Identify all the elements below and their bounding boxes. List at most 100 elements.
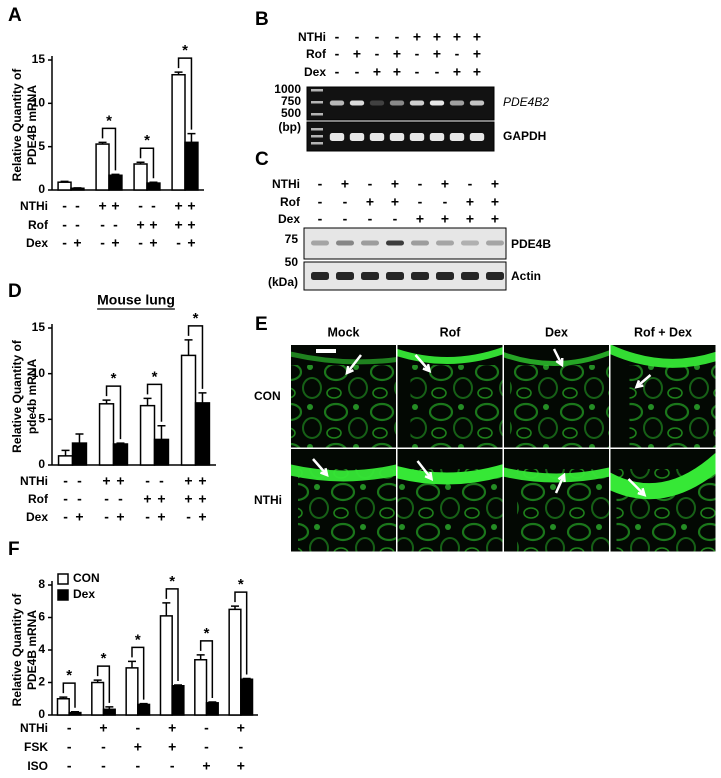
significance-bracket	[131, 646, 145, 700]
condition-sign: +	[187, 235, 195, 251]
blot-band	[449, 100, 465, 106]
error-bar	[59, 696, 68, 699]
condition-sign: -	[138, 198, 143, 214]
significance-star: *	[111, 370, 117, 387]
y-tick-label: 15	[32, 320, 46, 334]
condition-sign: -	[145, 509, 150, 525]
condition-sign: -	[104, 491, 109, 507]
condition-sign: -	[113, 217, 118, 233]
condition-sign: -	[100, 217, 105, 233]
micrograph	[610, 449, 716, 552]
condition-label: Rof	[280, 195, 301, 209]
condition-sign: -	[63, 509, 68, 525]
condition-sign: -	[368, 176, 373, 192]
ladder-band	[311, 101, 323, 104]
micrograph	[610, 345, 716, 448]
condition-sign: +	[466, 211, 474, 227]
condition-sign: -	[75, 217, 80, 233]
condition-sign: +	[198, 509, 206, 525]
bar	[71, 442, 88, 466]
blot-band	[486, 240, 504, 246]
condition-label: Dex	[26, 236, 48, 250]
condition-label: Rof	[28, 492, 49, 506]
blot-band	[461, 240, 479, 246]
y-axis-label: Relative Quantity of	[10, 68, 24, 182]
condition-sign: +	[198, 491, 206, 507]
significance-bracket	[101, 127, 117, 171]
epithelium	[291, 351, 396, 365]
size-unit: (kDa)	[268, 275, 298, 289]
condition-sign: -	[343, 194, 348, 210]
arrow	[416, 460, 434, 482]
legend-label: CON	[73, 571, 100, 585]
condition-label: ISO	[27, 759, 48, 773]
y-tick-label: 2	[38, 675, 45, 689]
panel-letter: B	[255, 9, 269, 30]
condition-sign: -	[135, 720, 140, 736]
significance-bracket	[234, 591, 248, 675]
blot-band	[386, 240, 404, 246]
condition-sign: +	[168, 739, 176, 755]
error-bar	[174, 71, 183, 75]
condition-label: Rof	[28, 218, 49, 232]
error-bar	[162, 602, 171, 616]
condition-sign: -	[118, 491, 123, 507]
column-label: Rof + Dex	[634, 325, 692, 339]
significance-star: *	[182, 42, 188, 59]
condition-sign: +	[174, 198, 182, 214]
size-marker: 500	[281, 106, 301, 120]
blot-band	[436, 272, 454, 280]
panel-letter: F	[8, 539, 20, 560]
condition-sign: +	[202, 758, 210, 774]
condition-sign: -	[375, 29, 380, 45]
column-label: Mock	[328, 325, 360, 339]
epithelium	[397, 347, 503, 365]
tissue	[291, 365, 396, 448]
condition-sign: +	[187, 198, 195, 214]
condition-sign: -	[75, 198, 80, 214]
blot-band	[329, 100, 345, 106]
condition-sign: -	[335, 29, 340, 45]
error-bar	[60, 180, 69, 183]
condition-label: NTHi	[20, 721, 48, 735]
band-label: GAPDH	[503, 129, 546, 143]
bar	[171, 73, 186, 191]
condition-sign: -	[435, 64, 440, 80]
condition-sign: +	[391, 176, 399, 192]
epithelium	[397, 464, 503, 485]
size-marker: 75	[285, 232, 299, 246]
significance-star: *	[193, 310, 199, 327]
condition-sign: +	[184, 491, 192, 507]
ladder-band	[311, 113, 323, 116]
y-tick-label: 8	[38, 577, 45, 591]
condition-sign: +	[393, 46, 401, 62]
condition-sign: +	[174, 217, 182, 233]
y-tick-label: 5	[38, 412, 45, 426]
error-bar	[93, 679, 102, 683]
y-tick-label: 0	[38, 707, 45, 721]
condition-sign: -	[159, 473, 164, 489]
bar	[57, 455, 74, 466]
condition-sign: -	[238, 739, 243, 755]
condition-sign: -	[62, 198, 67, 214]
tissue	[629, 365, 716, 448]
ladder-band	[311, 128, 323, 131]
significance-star: *	[144, 132, 150, 149]
condition-sign: +	[136, 217, 144, 233]
scale-bar	[316, 349, 336, 353]
condition-label: NTHi	[298, 30, 326, 44]
size-marker: 750	[281, 94, 301, 108]
ladder-band	[311, 135, 323, 138]
error-bar	[116, 442, 125, 444]
blot-band	[449, 133, 465, 141]
condition-sign: -	[67, 720, 72, 736]
arrow	[552, 348, 564, 368]
error-bar	[230, 605, 239, 610]
error-bar	[98, 141, 107, 145]
significance-bracket	[165, 588, 179, 681]
tissue	[298, 469, 396, 552]
y-tick-label: 0	[38, 182, 45, 196]
micrograph	[504, 449, 609, 552]
